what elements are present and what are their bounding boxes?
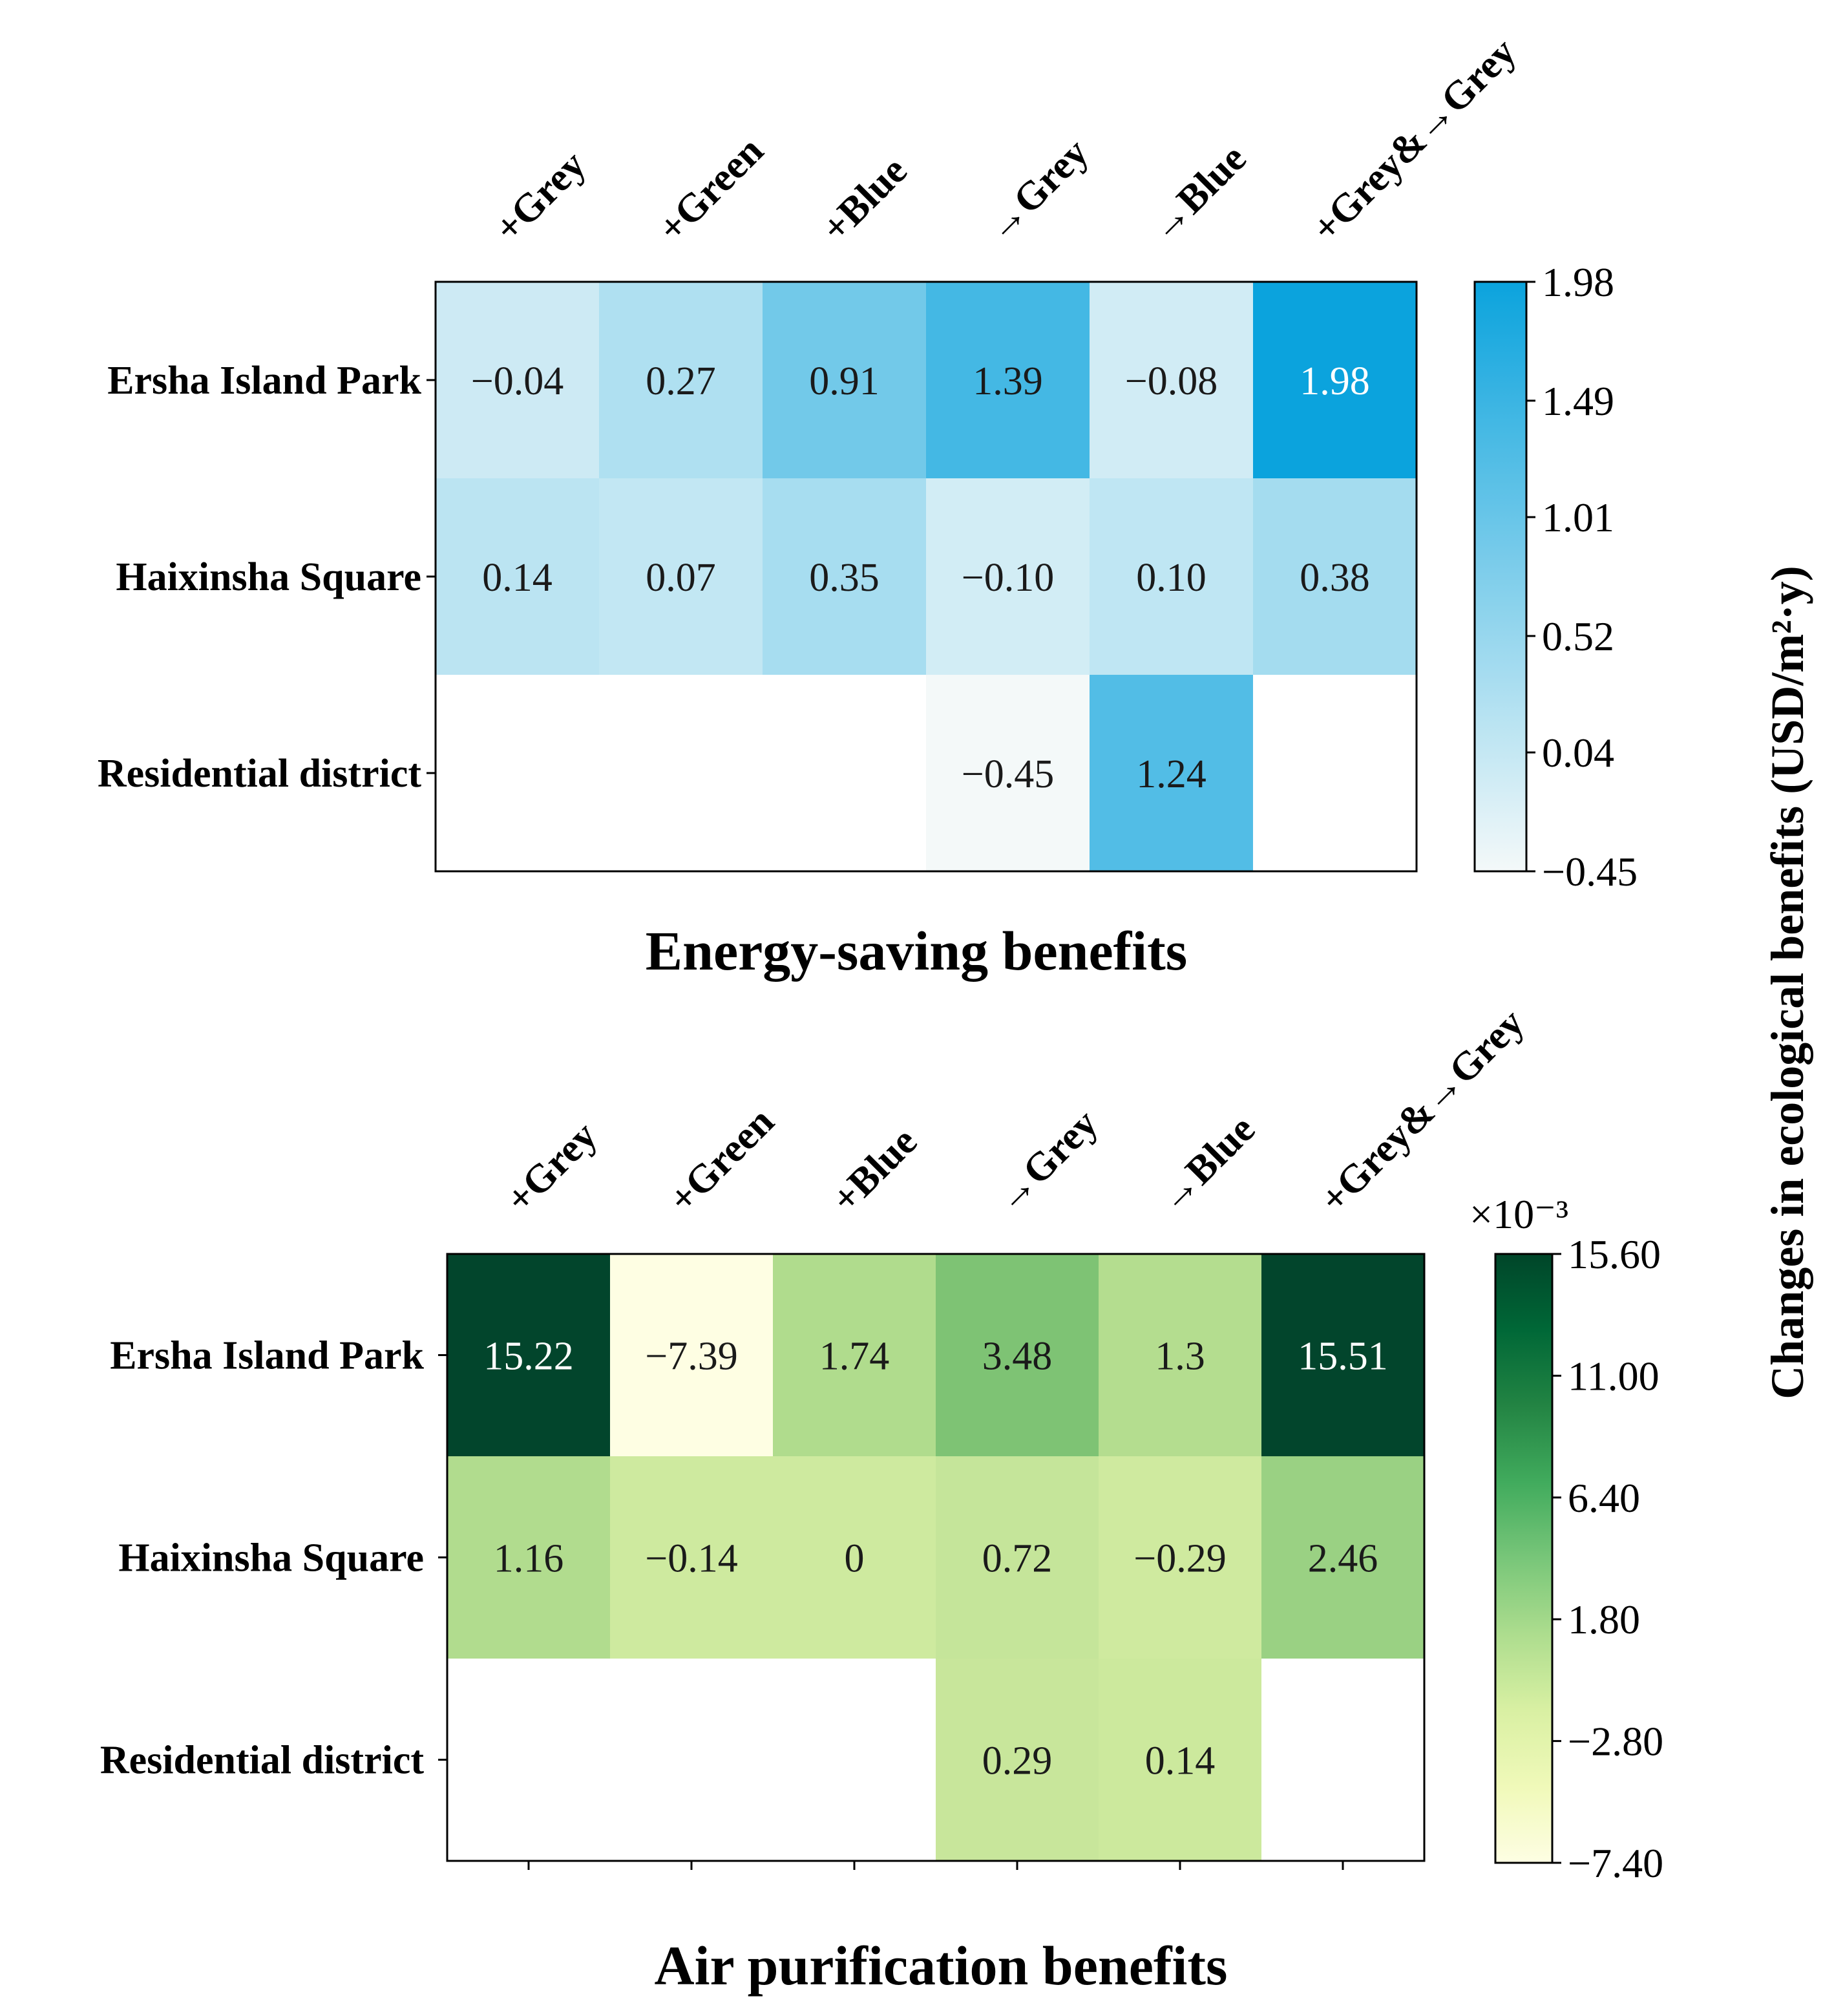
heatmap-cell bbox=[1099, 1254, 1261, 1456]
colorbar-tick-label: 1.80 bbox=[1568, 1597, 1640, 1642]
row-label: Haixinsha Square bbox=[118, 1536, 424, 1580]
panel-title: Energy-saving benefits bbox=[646, 920, 1188, 982]
cell-value-label: 1.24 bbox=[1136, 752, 1207, 796]
cell-value-label: 0.38 bbox=[1300, 556, 1370, 600]
panel-title: Air purification benefits bbox=[654, 1935, 1227, 1997]
row-label: Haixinsha Square bbox=[116, 555, 421, 599]
heatmap-cell bbox=[1261, 1456, 1424, 1659]
row-label: Residential district bbox=[100, 1739, 424, 1783]
colorbar-shared-label: Changes in ecological benefits (USD/m²·y… bbox=[1762, 566, 1813, 1399]
heatmap-cell bbox=[936, 1456, 1099, 1659]
column-label: +Grey bbox=[486, 143, 594, 251]
heatmap-cell bbox=[436, 478, 599, 675]
cell-value-label: 1.16 bbox=[494, 1537, 564, 1581]
cell-value-label: 3.48 bbox=[982, 1335, 1053, 1379]
cell-value-label: 0.29 bbox=[982, 1739, 1053, 1783]
cell-value-label: 1.3 bbox=[1155, 1335, 1205, 1379]
colorbar-tick-label: 1.01 bbox=[1542, 494, 1614, 540]
colorbar-tick-label: −0.45 bbox=[1542, 849, 1638, 895]
column-label: +Grey&→Grey bbox=[1312, 1001, 1533, 1222]
heatmap-cell bbox=[447, 1254, 610, 1456]
row-label: Residential district bbox=[98, 752, 421, 796]
cell-value-label: 0.72 bbox=[982, 1537, 1053, 1581]
colorbar-tick-label: 15.60 bbox=[1568, 1231, 1661, 1277]
colorbar-tick-label: −7.40 bbox=[1568, 1840, 1663, 1886]
heatmap-cell bbox=[1090, 282, 1253, 478]
heatmap-cell bbox=[436, 282, 599, 478]
column-label: →Grey bbox=[976, 131, 1097, 251]
heatmap-cell bbox=[773, 1254, 936, 1456]
heatmap-cell bbox=[1099, 1659, 1261, 1861]
cell-value-label: −0.10 bbox=[962, 556, 1054, 600]
heatmap-cell bbox=[763, 478, 926, 675]
heatmap-cell bbox=[1253, 478, 1417, 675]
heatmap-cell bbox=[599, 478, 763, 675]
row-label: Ersha Island Park bbox=[107, 359, 421, 403]
cell-value-label: 15.51 bbox=[1298, 1335, 1388, 1379]
heatmap-cell bbox=[926, 478, 1090, 675]
heatmap-cell bbox=[1099, 1456, 1261, 1659]
heatmap-cell bbox=[1253, 282, 1417, 478]
cell-value-label: −0.29 bbox=[1133, 1537, 1226, 1581]
cell-value-label: 0.91 bbox=[809, 359, 880, 403]
colorbar-tick-label: 1.49 bbox=[1542, 378, 1614, 424]
cell-value-label: 0.14 bbox=[482, 556, 553, 600]
heatmap-cell bbox=[936, 1254, 1099, 1456]
cell-value-label: 0.27 bbox=[646, 359, 716, 403]
heatmap-cell bbox=[773, 1456, 936, 1659]
cell-value-label: 1.98 bbox=[1300, 359, 1370, 403]
cell-value-label: 15.22 bbox=[483, 1335, 574, 1379]
cell-value-label: −0.08 bbox=[1125, 359, 1217, 403]
heatmap-cell bbox=[1261, 1254, 1424, 1456]
cell-value-label: 0.35 bbox=[809, 556, 880, 600]
cell-value-label: 0.10 bbox=[1136, 556, 1207, 600]
heatmap-cell bbox=[1090, 675, 1253, 871]
heatmap-cell bbox=[926, 675, 1090, 871]
column-label: →Blue bbox=[1140, 136, 1254, 251]
column-label: →Blue bbox=[1149, 1107, 1263, 1222]
heatmap-cell bbox=[936, 1659, 1099, 1861]
column-label: +Grey&→Grey bbox=[1303, 30, 1524, 251]
colorbar-tick-label: 11.00 bbox=[1568, 1353, 1660, 1399]
column-label: +Blue bbox=[813, 149, 915, 251]
heatmap-cell bbox=[447, 1456, 610, 1659]
colorbar-tick-label: 0.52 bbox=[1542, 613, 1614, 659]
cell-value-label: −0.14 bbox=[645, 1537, 737, 1581]
colorbar-tick-label: −2.80 bbox=[1568, 1719, 1663, 1765]
cell-value-label: 2.46 bbox=[1308, 1537, 1378, 1581]
heatmap-cell bbox=[610, 1456, 773, 1659]
cell-value-label: −7.39 bbox=[645, 1335, 737, 1379]
colorbar-tick-label: 6.40 bbox=[1568, 1475, 1640, 1521]
colorbar-tick-label: 1.98 bbox=[1542, 259, 1614, 305]
heatmap-cell bbox=[926, 282, 1090, 478]
row-label: Ersha Island Park bbox=[110, 1334, 424, 1378]
air-purification-heatmap: 15.22 −7.39 1.74 3.48 1.3 15.51 1.16 −0.14 0 0.72… bbox=[100, 1001, 1663, 1997]
heatmap-cell bbox=[763, 282, 926, 478]
colorbar-multiplier: ×10⁻³ bbox=[1470, 1191, 1568, 1237]
cell-value-label: 0.07 bbox=[646, 556, 716, 600]
column-label: +Blue bbox=[823, 1119, 925, 1222]
column-label: +Green bbox=[660, 1099, 783, 1222]
cell-value-label: 1.39 bbox=[973, 359, 1043, 403]
colorbar-tick-label: 0.04 bbox=[1542, 730, 1614, 776]
cell-value-label: 0 bbox=[845, 1537, 865, 1581]
heatmap-cell bbox=[599, 282, 763, 478]
heatmap-cell bbox=[1090, 478, 1253, 675]
heatmap-cell bbox=[610, 1254, 773, 1456]
column-label: →Grey bbox=[986, 1101, 1106, 1222]
colorbar bbox=[1494, 1253, 1554, 1864]
colorbar bbox=[1473, 281, 1528, 873]
cell-value-label: 1.74 bbox=[819, 1335, 890, 1379]
energy-saving-heatmap: −0.04 0.27 0.91 1.39 −0.08 1.98 0.14 0.07 0.35 −0… bbox=[98, 30, 1638, 982]
column-label: +Grey bbox=[498, 1114, 606, 1222]
cell-value-label: 0.14 bbox=[1145, 1739, 1216, 1783]
column-label: +Green bbox=[649, 129, 772, 251]
cell-value-label: −0.45 bbox=[962, 752, 1054, 796]
cell-value-label: −0.04 bbox=[471, 359, 564, 403]
